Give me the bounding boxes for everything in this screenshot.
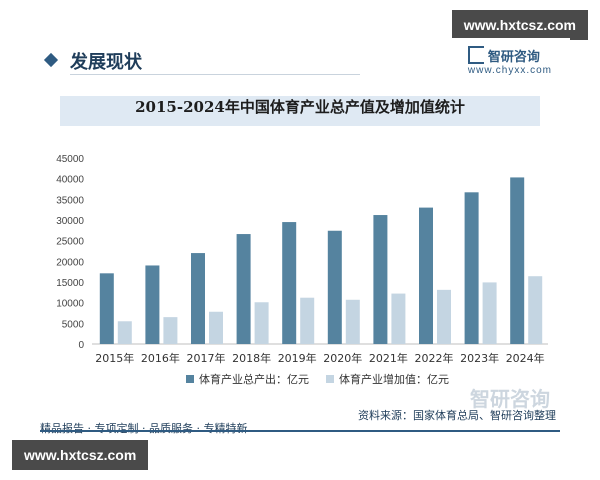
x-tick-label: 2022年 xyxy=(415,351,454,365)
bar-total-output xyxy=(464,192,479,344)
bar-total-output xyxy=(99,273,114,344)
bar-added-value xyxy=(482,282,497,344)
bar-added-value xyxy=(117,321,132,344)
chart-title: 2015-2024年中国体育产业总产值及增加值统计 xyxy=(135,98,465,116)
x-tick-label: 2016年 xyxy=(141,351,180,365)
x-tick-label: 2023年 xyxy=(460,351,499,365)
legend-label-total: 体育产业总产出：亿元 xyxy=(199,372,309,386)
legend-swatch-added xyxy=(326,375,334,383)
bar-added-value xyxy=(437,289,451,344)
y-tick-label: 5000 xyxy=(62,319,85,330)
header-divider xyxy=(70,74,360,75)
source-note: 资料来源：国家体育总局、智研咨询整理 xyxy=(358,409,556,422)
brand-name: 智研咨询 xyxy=(487,50,540,65)
y-tick-label: 20000 xyxy=(56,257,84,268)
watermark-bottom: www.hxtcsz.com xyxy=(12,440,149,470)
y-tick-label: 30000 xyxy=(56,216,84,227)
chart-title-bar: 2015-2024年中国体育产业总产值及增加值统计 xyxy=(60,96,540,126)
bar-added-value xyxy=(528,276,543,344)
section-title: 发展现状 xyxy=(70,52,142,73)
y-tick-label: 40000 xyxy=(56,175,84,186)
x-tick-label: 2018年 xyxy=(232,351,271,365)
legend-label-added: 体育产业增加值：亿元 xyxy=(339,372,449,386)
y-tick-label: 45000 xyxy=(56,154,84,165)
bar-added-value xyxy=(254,302,269,344)
y-tick-label: 10000 xyxy=(56,299,84,310)
bar-added-value xyxy=(391,293,406,344)
bar-chart: 0 5000 10000 15000 20000 25000 30000 35000 40000… xyxy=(56,154,548,386)
y-tick-label: 25000 xyxy=(56,237,84,248)
bar-added-value xyxy=(300,297,315,344)
x-tick-label: 2024年 xyxy=(506,351,545,365)
brand-block: 智研咨询 www.chyxx.com xyxy=(467,46,552,76)
watermark-top: www.hxtcsz.com xyxy=(451,10,588,40)
legend-swatch-total xyxy=(186,375,194,383)
bar-added-value xyxy=(163,317,178,344)
bar-total-output xyxy=(282,222,297,344)
x-tick-label: 2017年 xyxy=(187,351,226,365)
footer-tagline: 精品报告 · 专项定制 · 品质服务 · 专精特新 xyxy=(40,422,248,435)
bar-total-output xyxy=(191,253,205,344)
y-tick-label: 35000 xyxy=(56,195,84,206)
footer-logo-watermark: 智研咨询 xyxy=(470,387,550,411)
bar-total-output xyxy=(373,215,388,344)
brand-url: www.chyxx.com xyxy=(467,65,552,76)
bar-total-output xyxy=(327,230,342,344)
bar-total-output xyxy=(236,234,251,344)
section-header: 发展现状 智研咨询 www.chyxx.com xyxy=(30,38,570,84)
chart-card: 发展现状 智研咨询 www.chyxx.com 2015-2024年中国体育产业… xyxy=(30,38,570,435)
y-tick-label: 0 xyxy=(78,340,84,351)
bar-added-value xyxy=(345,299,360,344)
bar-total-output xyxy=(419,207,433,344)
x-tick-label: 2020年 xyxy=(323,351,362,365)
brand-logo-icon xyxy=(467,46,484,64)
bar-added-value xyxy=(209,311,223,344)
footer-divider xyxy=(40,430,560,432)
x-tick-label: 2015年 xyxy=(95,351,134,365)
x-tick-label: 2021年 xyxy=(369,351,408,365)
y-tick-label: 15000 xyxy=(56,278,84,289)
bar-total-output xyxy=(145,265,160,344)
bar-total-output xyxy=(510,177,525,344)
x-tick-label: 2019年 xyxy=(278,351,317,365)
